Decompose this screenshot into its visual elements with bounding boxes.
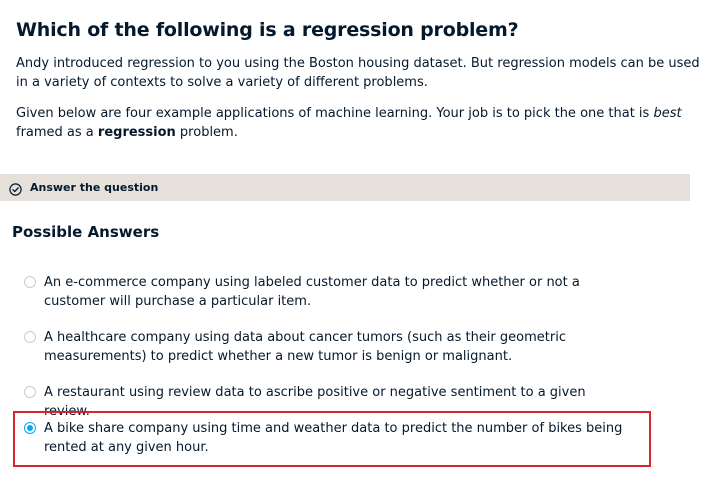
answer-option-3[interactable]: A restaurant using review data to ascrib… [24, 383, 644, 421]
answer-option-1-radio[interactable] [24, 276, 36, 288]
answer-option-2-text: A healthcare company using data about ca… [44, 330, 566, 364]
instructions-emphasis-best: best [653, 106, 682, 121]
answer-option-4-text: A bike share company using time and weat… [44, 421, 623, 455]
instructions-text-part3: problem. [175, 125, 238, 140]
answer-the-question-bar: Answer the question [0, 174, 690, 201]
instructions-text-part2: framed as a [16, 125, 98, 140]
answer-the-question-label: Answer the question [30, 181, 159, 194]
answer-option-1[interactable]: An e-commerce company using labeled cust… [24, 273, 644, 311]
answer-option-4-radio-selected[interactable] [24, 422, 36, 434]
question-instructions-paragraph: Given below are four example application… [16, 104, 700, 142]
instructions-strong-regression: regression [97, 125, 176, 140]
answer-option-4[interactable]: A bike share company using time and weat… [24, 419, 644, 457]
answer-option-3-text: A restaurant using review data to ascrib… [44, 385, 586, 419]
question-intro-paragraph: Andy introduced regression to you using … [16, 56, 700, 90]
check-circle-icon [9, 181, 22, 196]
question-title: Which of the following is a regression p… [16, 19, 519, 41]
answer-option-2-radio[interactable] [24, 331, 36, 343]
answer-option-2[interactable]: A healthcare company using data about ca… [24, 328, 644, 366]
answer-option-3-radio[interactable] [24, 386, 36, 398]
answer-option-1-text: An e-commerce company using labeled cust… [44, 275, 580, 309]
possible-answers-title: Possible Answers [12, 223, 160, 241]
instructions-text-part1: Given below are four example application… [16, 106, 654, 121]
